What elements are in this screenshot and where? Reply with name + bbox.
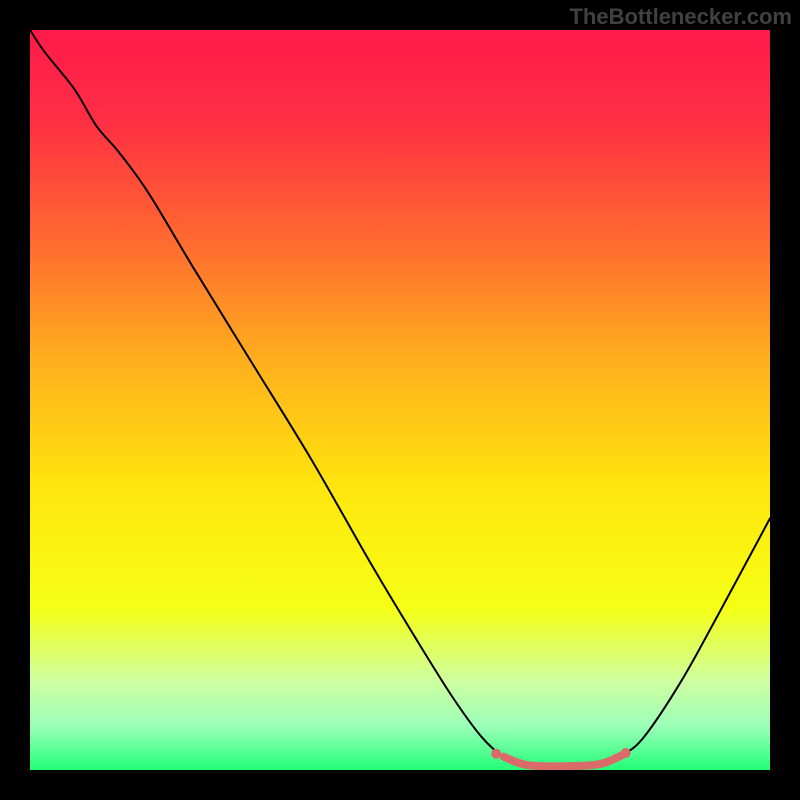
chart-container: TheBottlenecker.com xyxy=(0,0,800,800)
chart-background xyxy=(30,30,770,770)
watermark-text: TheBottlenecker.com xyxy=(569,4,792,30)
chart-svg xyxy=(30,30,770,770)
highlight-dot-1 xyxy=(621,748,631,758)
highlight-dot-0 xyxy=(491,749,501,759)
plot-area xyxy=(30,30,770,770)
